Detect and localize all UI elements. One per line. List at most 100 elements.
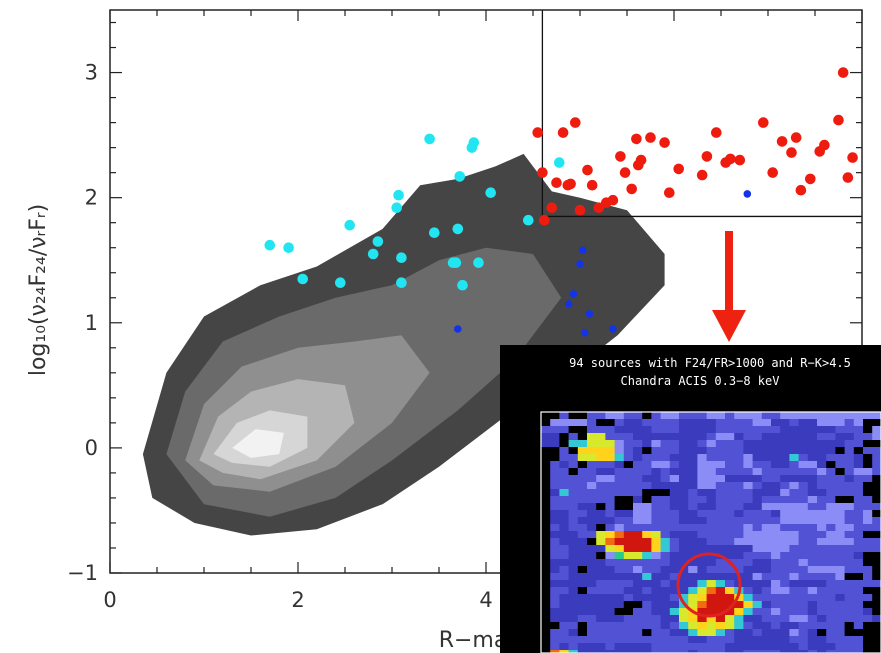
inset-pixel <box>669 496 680 504</box>
inset-pixel <box>807 531 818 539</box>
inset-pixel <box>734 454 744 462</box>
contour-level-6 <box>232 429 284 458</box>
inset-pixel <box>807 412 818 420</box>
inset-pixel <box>725 454 735 462</box>
inset-pixel <box>605 622 615 630</box>
inset-pixel <box>807 454 818 462</box>
inset-pixel <box>688 503 698 511</box>
inset-pixel <box>660 447 671 455</box>
inset-pixel <box>706 461 717 469</box>
inset-pixel <box>568 552 579 560</box>
inset-pixel <box>807 461 818 469</box>
inset-pixel <box>541 468 551 476</box>
inset-pixel <box>642 622 652 630</box>
inset-pixel <box>660 531 671 539</box>
inset-pixel <box>688 433 698 441</box>
inset-pixel <box>642 468 652 476</box>
inset-pixel <box>642 503 652 511</box>
inset-pixel <box>872 538 881 546</box>
inset-pixel <box>725 643 735 651</box>
inset-pixel <box>761 601 772 609</box>
inset-pixel <box>642 531 652 539</box>
inset-pixel <box>706 496 717 504</box>
red-point <box>659 137 670 148</box>
inset-pixel <box>872 643 881 651</box>
inset-pixel <box>559 426 569 434</box>
inset-pixel <box>541 475 551 483</box>
inset-pixel <box>844 566 855 574</box>
inset-pixel <box>835 622 845 630</box>
inset-pixel <box>798 510 809 518</box>
inset-pixel <box>789 545 799 553</box>
inset-pixel <box>771 636 781 644</box>
inset-pixel <box>734 468 744 476</box>
inset-pixel <box>817 573 827 581</box>
inset-pixel <box>872 601 881 609</box>
inset-pixel <box>743 643 753 651</box>
inset-pixel <box>826 573 836 581</box>
inset-pixel <box>807 643 818 651</box>
inset-pixel <box>807 594 818 602</box>
inset-pixel <box>614 419 625 427</box>
inset-pixel <box>577 496 588 504</box>
inset-pixel <box>697 559 707 567</box>
inset-pixel <box>734 552 744 560</box>
inset-pixel <box>688 412 698 420</box>
inset-pixel <box>798 566 809 574</box>
inset-pixel <box>752 461 763 469</box>
inset-pixel <box>651 573 661 581</box>
red-point <box>837 67 849 78</box>
inset-pixel <box>614 601 625 609</box>
inset-pixel <box>651 552 661 560</box>
inset-pixel <box>568 538 579 546</box>
inset-pixel <box>826 454 836 462</box>
inset-pixel <box>743 559 753 567</box>
inset-pixel <box>780 461 790 469</box>
inset-pixel <box>706 643 717 651</box>
inset-pixel <box>807 629 818 637</box>
inset-pixel <box>660 615 671 623</box>
inset-pixel <box>697 587 707 595</box>
inset-pixel <box>817 475 827 483</box>
inset-pixel <box>614 510 625 518</box>
inset-pixel <box>550 608 560 616</box>
inset-pixel <box>688 531 698 539</box>
inset-pixel <box>798 503 809 511</box>
inset-pixel <box>817 566 827 574</box>
inset-pixel <box>789 475 799 483</box>
red-point <box>537 167 548 178</box>
inset-pixel <box>605 475 615 483</box>
inset-pixel <box>798 594 809 602</box>
inset-pixel <box>587 468 597 476</box>
inset-pixel <box>826 503 836 511</box>
inset-pixel <box>577 580 588 588</box>
inset-pixel <box>633 573 643 581</box>
inset-pixel <box>817 426 827 434</box>
inset-pixel <box>568 566 579 574</box>
inset-pixel <box>651 426 661 434</box>
inset-pixel <box>577 482 588 490</box>
inset-pixel <box>798 440 809 448</box>
inset-pixel <box>872 475 881 483</box>
inset-pixel <box>706 608 717 616</box>
inset-pixel <box>587 643 597 651</box>
inset-pixel <box>541 517 551 525</box>
inset-pixel <box>605 559 615 567</box>
inset-pixel <box>780 594 790 602</box>
inset-pixel <box>550 503 560 511</box>
inset-pixel <box>605 538 615 546</box>
inset-pixel <box>863 608 873 616</box>
inset-pixel <box>669 503 680 511</box>
inset-pixel <box>633 601 643 609</box>
inset-pixel <box>669 524 680 532</box>
inset-pixel <box>633 426 643 434</box>
inset-pixel <box>660 419 671 427</box>
inset-pixel <box>642 636 652 644</box>
inset-pixel <box>559 622 569 630</box>
cyan-point <box>396 252 407 263</box>
inset-pixel <box>835 496 845 504</box>
inset-pixel <box>715 573 726 581</box>
inset-pixel <box>734 419 744 427</box>
inset-pixel <box>771 594 781 602</box>
